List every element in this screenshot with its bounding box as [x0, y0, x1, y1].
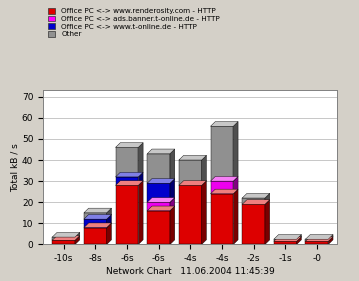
Polygon shape [210, 176, 238, 181]
Polygon shape [138, 172, 143, 185]
Polygon shape [116, 143, 143, 147]
Polygon shape [242, 204, 265, 244]
Polygon shape [242, 200, 270, 204]
Polygon shape [274, 235, 301, 239]
Polygon shape [107, 223, 111, 244]
Polygon shape [52, 240, 75, 244]
Polygon shape [170, 179, 175, 202]
Polygon shape [84, 223, 111, 228]
Polygon shape [84, 214, 111, 219]
Polygon shape [138, 181, 143, 244]
Polygon shape [84, 219, 107, 228]
Polygon shape [170, 149, 175, 183]
Polygon shape [242, 198, 265, 204]
Polygon shape [210, 181, 233, 194]
Polygon shape [233, 189, 238, 244]
Polygon shape [297, 237, 301, 244]
Polygon shape [84, 213, 107, 219]
Polygon shape [210, 122, 238, 126]
Polygon shape [116, 177, 138, 185]
Polygon shape [179, 181, 206, 185]
Polygon shape [116, 147, 138, 177]
Y-axis label: Total kB / s: Total kB / s [10, 143, 19, 192]
X-axis label: Network Chart   11.06.2004 11:45:39: Network Chart 11.06.2004 11:45:39 [106, 267, 275, 276]
Polygon shape [306, 239, 328, 241]
Polygon shape [274, 237, 301, 241]
Polygon shape [170, 198, 175, 211]
Polygon shape [147, 179, 175, 183]
Polygon shape [297, 235, 301, 241]
Polygon shape [328, 237, 333, 244]
Polygon shape [52, 232, 80, 237]
Polygon shape [75, 232, 80, 240]
Polygon shape [138, 143, 143, 177]
Polygon shape [179, 160, 202, 185]
Polygon shape [233, 122, 238, 181]
Polygon shape [242, 193, 270, 198]
Polygon shape [202, 155, 206, 185]
Polygon shape [147, 202, 170, 211]
Polygon shape [202, 181, 206, 244]
Polygon shape [147, 198, 175, 202]
Polygon shape [210, 194, 233, 244]
Polygon shape [84, 208, 111, 213]
Polygon shape [107, 208, 111, 219]
Polygon shape [84, 228, 107, 244]
Polygon shape [116, 185, 138, 244]
Polygon shape [306, 235, 333, 239]
Polygon shape [147, 206, 175, 211]
Polygon shape [265, 200, 270, 244]
Legend: Office PC <-> www.renderosity.com - HTTP, Office PC <-> ads.banner.t-online.de -: Office PC <-> www.renderosity.com - HTTP… [47, 6, 222, 39]
Polygon shape [179, 155, 206, 160]
Polygon shape [52, 237, 75, 240]
Polygon shape [274, 239, 297, 241]
Polygon shape [116, 181, 143, 185]
Polygon shape [210, 126, 233, 181]
Polygon shape [75, 235, 80, 244]
Polygon shape [147, 211, 170, 244]
Polygon shape [233, 176, 238, 194]
Polygon shape [274, 241, 297, 244]
Polygon shape [116, 172, 143, 177]
Polygon shape [306, 237, 333, 241]
Polygon shape [210, 189, 238, 194]
Polygon shape [147, 154, 170, 183]
Polygon shape [328, 235, 333, 241]
Polygon shape [265, 193, 270, 204]
Polygon shape [147, 149, 175, 154]
Polygon shape [179, 185, 202, 244]
Polygon shape [52, 235, 80, 240]
Polygon shape [170, 206, 175, 244]
Polygon shape [306, 241, 328, 244]
Polygon shape [107, 214, 111, 228]
Polygon shape [147, 183, 170, 202]
